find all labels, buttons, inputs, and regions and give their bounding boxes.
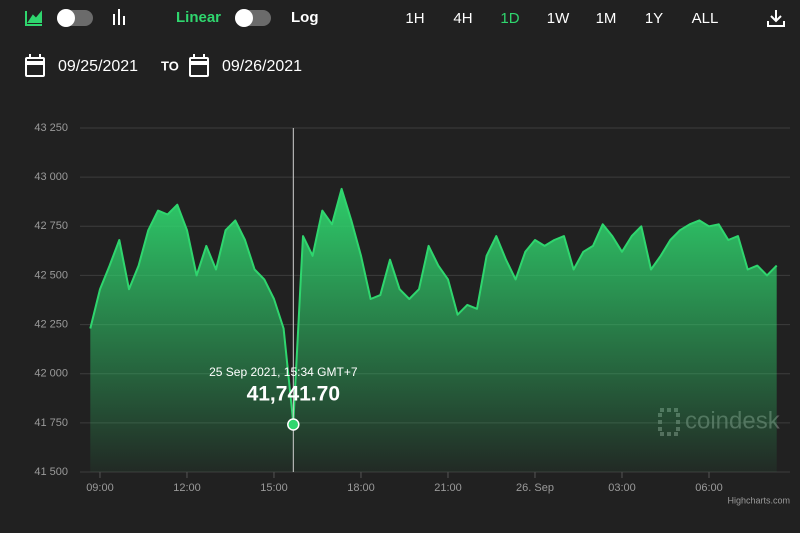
range-button[interactable]: 1H [405,10,424,27]
tooltip-point [287,418,300,431]
y-tick-label: 42 250 [34,318,68,330]
plot-area: 41 500 41 750 42 000 42 250 42 500 42 750 43 0… [34,122,790,505]
x-tick-label: 06:00 [695,482,723,494]
tooltip-label: 25 Sep 2021, 15:34 GMT+7 [209,365,358,379]
range-button[interactable]: ALL [692,10,719,27]
range-button[interactable]: 4H [453,10,472,27]
credits: Highcharts.com [727,495,790,505]
date-from[interactable]: 09/25/2021 [58,58,138,75]
area-icon[interactable] [25,10,42,26]
price-line [89,187,778,424]
x-tick-label: 12:00 [173,482,201,494]
y-tick-label: 42 500 [34,269,68,281]
x-tick-label: 21:00 [434,482,462,494]
y-tick-label: 41 750 [34,417,68,429]
y-tick-label: 41 500 [34,466,68,478]
range-button[interactable]: 1M [596,10,617,27]
y-tick-label: 43 250 [34,122,68,134]
tooltip-value: 41,741.70 [247,383,340,406]
calendar-icon[interactable] [25,54,45,77]
scale-option[interactable]: Log [291,9,319,26]
range-button[interactable]: 1D [500,10,519,27]
x-tick-label: 15:00 [260,482,288,494]
x-tick-label: 09:00 [86,482,114,494]
y-tick-label: 43 000 [34,171,68,183]
range-button[interactable]: 1W [547,10,570,27]
toggle-chart-type[interactable] [57,9,93,27]
x-tick-label: 03:00 [608,482,636,494]
scale-option[interactable]: Linear [176,9,221,26]
candle-icon[interactable] [113,9,125,25]
toggle-scale[interactable] [235,9,271,27]
x-tick-label: 18:00 [347,482,375,494]
date-to[interactable]: 09/26/2021 [222,58,302,75]
calendar-icon[interactable] [189,54,209,77]
area-fill [90,188,777,472]
download-icon[interactable] [767,10,785,27]
y-tick-label: 42 750 [34,220,68,232]
x-tick-label: 26. Sep [516,482,554,494]
date-to-label: TO [161,58,179,73]
range-button[interactable]: 1Y [645,10,663,27]
y-tick-label: 42 000 [34,368,68,380]
